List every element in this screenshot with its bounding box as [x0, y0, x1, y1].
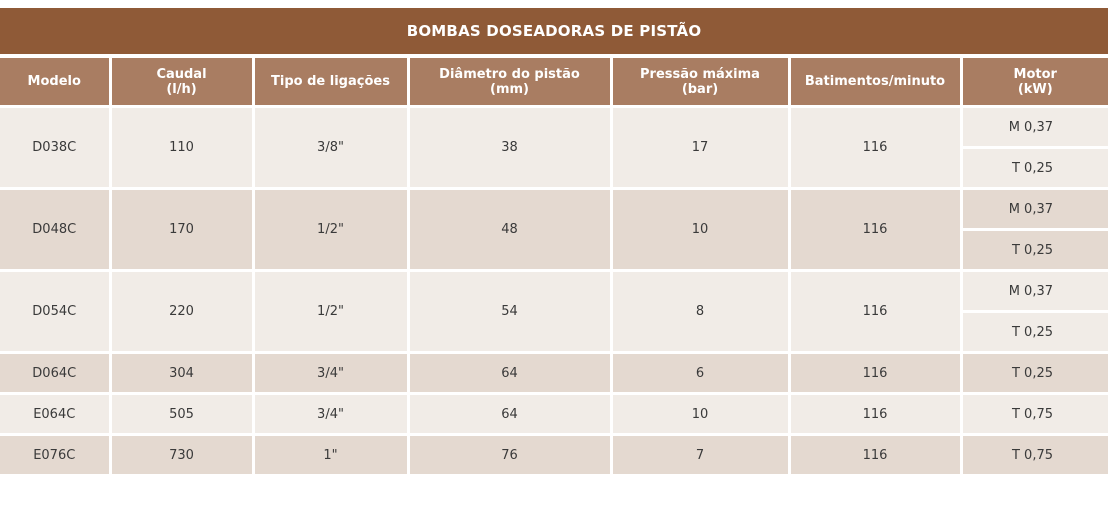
cell-modelo: D038C — [0, 106, 112, 190]
table-row: E064C 505 3/4" 64 10 116 T 0,75 — [0, 393, 1108, 436]
header-diametro: Diâmetro do pistão (mm) — [408, 58, 613, 108]
cell-motor: M 0,37 — [961, 188, 1108, 231]
table-row: E076C 730 1" 76 7 116 T 0,75 — [0, 434, 1108, 477]
cell-diametro: 64 — [408, 393, 613, 436]
header-row: Modelo Caudal (l/h) Tipo de ligações Diâm… — [0, 58, 1108, 108]
header-modelo: Modelo — [0, 58, 112, 108]
cell-caudal: 220 — [110, 270, 255, 354]
cell-motor: T 0,25 — [961, 311, 1108, 354]
cell-pressao: 10 — [611, 188, 791, 272]
cell-motor: T 0,75 — [961, 434, 1108, 477]
cell-caudal: 170 — [110, 188, 255, 272]
cell-diametro: 64 — [408, 352, 613, 395]
table-title: BOMBAS DOSEADORAS DE PISTÃO — [0, 8, 1108, 54]
cell-batimentos: 116 — [789, 106, 963, 190]
cell-pressao: 8 — [611, 270, 791, 354]
cell-caudal: 730 — [110, 434, 255, 477]
header-batimentos: Batimentos/minuto — [789, 58, 963, 108]
pump-spec-table: Modelo Caudal (l/h) Tipo de ligações Diâm… — [0, 58, 1108, 477]
table-subrow: T 0,25 — [0, 147, 1108, 190]
cell-batimentos: 116 — [789, 270, 963, 354]
cell-modelo: D054C — [0, 270, 112, 354]
cell-modelo: E076C — [0, 434, 112, 477]
header-motor: Motor (kW) — [961, 58, 1108, 108]
cell-motor: T 0,25 — [961, 352, 1108, 395]
table-subrow: T 0,25 — [0, 311, 1108, 354]
header-tipo-ligacoes: Tipo de ligações — [253, 58, 410, 108]
cell-caudal: 304 — [110, 352, 255, 395]
cell-motor: T 0,25 — [961, 147, 1108, 190]
cell-batimentos: 116 — [789, 393, 963, 436]
cell-motor: M 0,37 — [961, 270, 1108, 313]
cell-pressao: 7 — [611, 434, 791, 477]
cell-batimentos: 116 — [789, 434, 963, 477]
cell-ligacoes: 3/4" — [253, 393, 410, 436]
cell-batimentos: 116 — [789, 188, 963, 272]
table-header: Modelo Caudal (l/h) Tipo de ligações Diâm… — [0, 58, 1108, 108]
cell-pressao: 17 — [611, 106, 791, 190]
cell-pressao: 6 — [611, 352, 791, 395]
cell-batimentos: 116 — [789, 352, 963, 395]
header-pressao: Pressão máxima (bar) — [611, 58, 791, 108]
table-row: D064C 304 3/4" 64 6 116 T 0,25 — [0, 352, 1108, 395]
cell-ligacoes: 1/2" — [253, 270, 410, 354]
table-row: D048C 170 1/2" 48 10 116 M 0,37 — [0, 188, 1108, 272]
cell-ligacoes: 1" — [253, 434, 410, 477]
cell-diametro: 48 — [408, 188, 613, 272]
cell-diametro: 54 — [408, 270, 613, 354]
cell-ligacoes: 3/8" — [253, 106, 410, 190]
table-body: D038C 110 3/8" 38 17 116 M 0,37 T 0,25 D… — [0, 106, 1108, 477]
cell-diametro: 38 — [408, 106, 613, 190]
cell-motor: M 0,37 — [961, 106, 1108, 149]
cell-pressao: 10 — [611, 393, 791, 436]
cell-caudal: 505 — [110, 393, 255, 436]
cell-motor: T 0,75 — [961, 393, 1108, 436]
table-subrow: T 0,25 — [0, 229, 1108, 272]
table-row: D054C 220 1/2" 54 8 116 M 0,37 — [0, 270, 1108, 354]
cell-ligacoes: 3/4" — [253, 352, 410, 395]
cell-caudal: 110 — [110, 106, 255, 190]
cell-modelo: D064C — [0, 352, 112, 395]
cell-modelo: D048C — [0, 188, 112, 272]
cell-ligacoes: 1/2" — [253, 188, 410, 272]
table-row: D038C 110 3/8" 38 17 116 M 0,37 — [0, 106, 1108, 190]
cell-modelo: E064C — [0, 393, 112, 436]
cell-motor: T 0,25 — [961, 229, 1108, 272]
cell-diametro: 76 — [408, 434, 613, 477]
header-caudal: Caudal (l/h) — [110, 58, 255, 108]
